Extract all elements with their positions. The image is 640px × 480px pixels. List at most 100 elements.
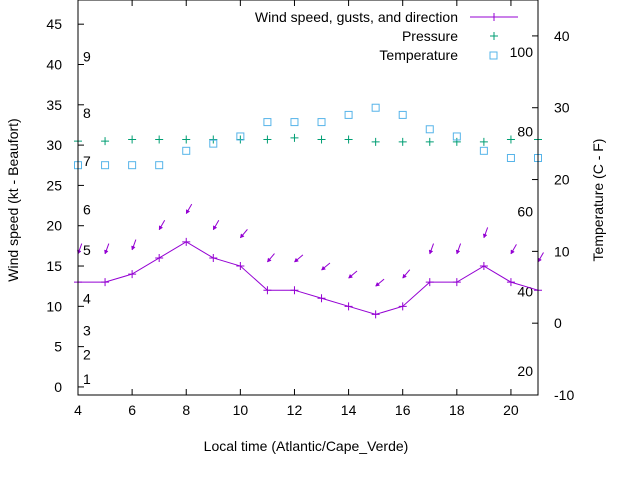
temperature-point bbox=[317, 118, 326, 127]
y-tick-label-left: 30 bbox=[46, 137, 62, 153]
y-tick-label-left: 25 bbox=[46, 177, 62, 193]
gust-arrow-head bbox=[240, 233, 245, 239]
y-tick-label-left: 0 bbox=[54, 379, 62, 395]
pressure-point bbox=[128, 135, 137, 144]
temperature-point bbox=[182, 146, 191, 155]
y-tick-label-left: 10 bbox=[46, 298, 62, 314]
gust-arrow-head bbox=[158, 225, 164, 231]
temperature-point bbox=[290, 118, 299, 127]
y-tick-label-right: 10 bbox=[554, 243, 570, 259]
wind-speed-point bbox=[209, 253, 218, 262]
pressure-point bbox=[452, 137, 461, 146]
gust-arrow-head bbox=[375, 281, 381, 287]
x-tick-label: 10 bbox=[233, 402, 249, 418]
temperature-point bbox=[398, 110, 407, 119]
fahrenheit-label: 100 bbox=[510, 44, 534, 60]
y-tick-label-right: -10 bbox=[554, 387, 574, 403]
temperature-point bbox=[506, 154, 515, 162]
legend-label-wind: Wind speed, gusts, and direction bbox=[255, 9, 458, 25]
wind-gust-arrow bbox=[537, 252, 544, 263]
x-tick-label: 20 bbox=[503, 402, 519, 418]
temperature-point bbox=[263, 118, 272, 127]
wind-speed-point bbox=[371, 310, 380, 319]
fahrenheit-label: 40 bbox=[517, 283, 533, 299]
wind-speed-point bbox=[452, 278, 461, 287]
wind-gust-arrow bbox=[482, 227, 489, 239]
pressure-point bbox=[182, 135, 191, 144]
x-tick-label: 6 bbox=[128, 402, 136, 418]
wind-gust-arrow bbox=[455, 243, 462, 255]
gust-arrow-head bbox=[294, 257, 299, 263]
axes-and-ticks: 4 6 8 10 12 14 16 18 20051015202530354045-100102… bbox=[46, 0, 574, 418]
pressure-point bbox=[263, 135, 272, 144]
wind-gust-arrow bbox=[212, 219, 220, 231]
legend-marker-pressure bbox=[490, 32, 498, 40]
temperature-point bbox=[155, 161, 164, 170]
gust-arrow-head bbox=[348, 273, 353, 279]
legend-marker-temperature bbox=[489, 51, 498, 60]
pressure-point bbox=[479, 137, 488, 146]
legend-label-pressure: Pressure bbox=[402, 28, 458, 44]
beaufort-label: 9 bbox=[83, 48, 91, 64]
x-tick-label: 16 bbox=[395, 402, 411, 418]
y-axis-title-left: Wind speed (kt - Beaufort) bbox=[5, 118, 21, 281]
temperature-point bbox=[128, 161, 137, 170]
plot-frame bbox=[77, 0, 539, 396]
y-tick-label-left: 5 bbox=[54, 339, 62, 355]
wind-gust-arrow bbox=[239, 229, 248, 239]
wind-speed-point bbox=[398, 302, 407, 311]
gust-arrow-head bbox=[267, 257, 272, 263]
wind-speed-point bbox=[344, 302, 353, 311]
secondary-scale-labels: 1 2 3 4 5 6 7 8 9 20 40 60 80 100 bbox=[83, 44, 533, 387]
fahrenheit-label: 80 bbox=[517, 124, 533, 140]
fahrenheit-label: 20 bbox=[517, 363, 533, 379]
y-tick-label-right: 40 bbox=[554, 28, 570, 44]
y-tick-label-left: 40 bbox=[46, 56, 62, 72]
y-tick-label-right: 0 bbox=[554, 315, 562, 331]
pressure-point bbox=[344, 135, 353, 144]
beaufort-label: 4 bbox=[83, 290, 91, 306]
gust-arrow-head bbox=[131, 245, 136, 251]
beaufort-label: 6 bbox=[83, 202, 91, 218]
pressure-point bbox=[371, 137, 380, 146]
beaufort-label: 3 bbox=[83, 323, 91, 339]
pressure-point bbox=[155, 135, 164, 144]
x-tick-label: 4 bbox=[74, 402, 82, 418]
wind-gust-arrow bbox=[185, 203, 193, 215]
gust-arrow-head bbox=[213, 225, 218, 231]
y-tick-label-right: 20 bbox=[554, 172, 570, 188]
wind-gust-arrow bbox=[158, 219, 166, 231]
beaufort-label: 1 bbox=[83, 371, 91, 387]
x-tick-label: 14 bbox=[341, 402, 357, 418]
x-tick-label: 18 bbox=[449, 402, 465, 418]
temperature-point bbox=[236, 132, 245, 141]
gust-arrow-head bbox=[510, 249, 515, 255]
temperature-point bbox=[344, 110, 353, 119]
pressure-point bbox=[101, 137, 110, 146]
y-tick-label-left: 35 bbox=[46, 97, 62, 113]
legend-marker-wind bbox=[490, 13, 498, 21]
x-axis-title: Local time (Atlantic/Cape_Verde) bbox=[204, 438, 409, 454]
wind-gust-arrow bbox=[267, 253, 275, 263]
gust-arrow-head bbox=[482, 233, 488, 239]
wind-gust-arrow bbox=[510, 244, 517, 255]
temperature-point bbox=[425, 125, 434, 134]
beaufort-label: 5 bbox=[83, 242, 91, 258]
beaufort-label: 8 bbox=[83, 105, 91, 121]
pressure-point bbox=[317, 135, 326, 144]
wind-gust-arrow bbox=[402, 269, 411, 279]
wind-speed-point bbox=[128, 270, 137, 279]
wind-gust-arrow bbox=[375, 278, 385, 287]
wind-speed-point bbox=[155, 253, 164, 262]
wind-speed-point bbox=[263, 286, 272, 295]
wind-gust-arrow bbox=[294, 254, 304, 263]
y-tick-label-left: 20 bbox=[46, 218, 62, 234]
wind-gust-arrow bbox=[348, 270, 358, 279]
temperature-point bbox=[209, 139, 218, 148]
temperature-point bbox=[479, 146, 488, 155]
wind-speed-point bbox=[506, 278, 515, 287]
pressure-point bbox=[398, 137, 407, 146]
pressure-point bbox=[506, 135, 515, 144]
beaufort-label: 2 bbox=[83, 347, 91, 363]
